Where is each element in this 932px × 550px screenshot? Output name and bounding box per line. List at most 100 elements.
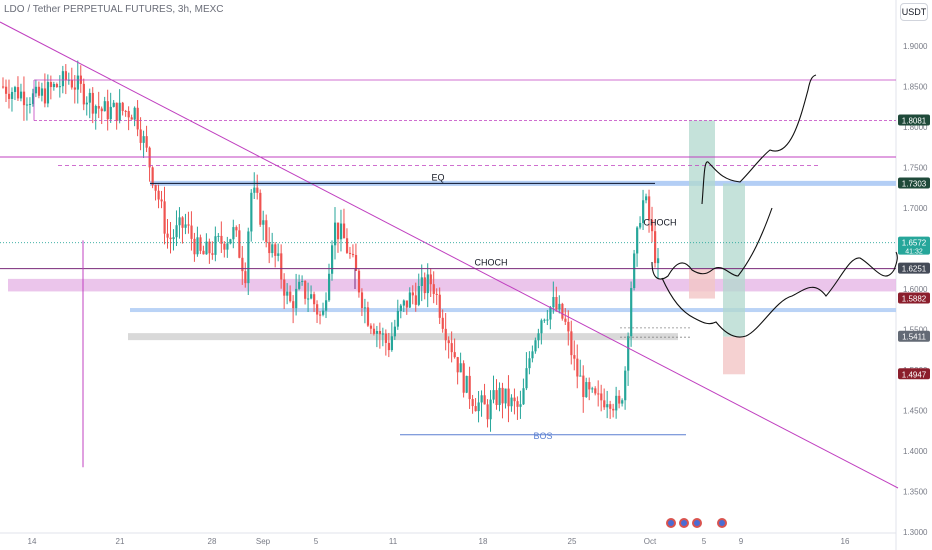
candle-body <box>333 222 337 246</box>
candle-body <box>61 71 65 87</box>
candle-body <box>402 300 405 306</box>
candle-body <box>289 291 292 302</box>
price-label-box <box>898 262 930 274</box>
short-target-box <box>723 183 745 337</box>
candle-body <box>504 388 507 404</box>
candle-body <box>450 343 453 353</box>
candle-body <box>112 102 115 107</box>
candle-body <box>561 303 564 319</box>
x-tick-label: 5 <box>314 537 319 546</box>
countdown-label: 41:32 <box>905 249 923 256</box>
gray-zone <box>128 333 678 341</box>
candle-body <box>205 241 208 255</box>
candle-body <box>133 107 136 120</box>
candle-body <box>97 105 100 109</box>
candle-body <box>2 86 5 88</box>
event-flag-icon[interactable] <box>666 518 727 528</box>
price-label-box <box>898 177 930 189</box>
candle-body <box>73 87 76 90</box>
candle-body <box>582 375 585 398</box>
candle-body <box>313 294 316 305</box>
candle-body <box>441 317 444 329</box>
candle-body <box>624 370 627 401</box>
candle-body <box>639 223 642 228</box>
candle-body <box>594 388 597 394</box>
candle-body <box>558 303 561 310</box>
candle-body <box>262 220 265 225</box>
y-tick-label: 1.8000 <box>903 123 928 132</box>
candle-body <box>372 328 376 334</box>
candle-body <box>58 86 62 88</box>
candle-body <box>46 82 50 104</box>
candle-body <box>567 321 570 332</box>
candle-body <box>331 245 334 274</box>
candle-body <box>378 330 382 335</box>
candle-body <box>516 401 519 407</box>
candle-body <box>345 238 349 253</box>
candle-body <box>600 393 603 401</box>
candle-body <box>160 199 163 202</box>
candle-body <box>37 86 41 96</box>
candle-body <box>336 222 340 240</box>
y-tick-label: 1.9000 <box>903 42 928 51</box>
candle-body <box>339 223 343 240</box>
candle-body <box>151 167 154 186</box>
candle-body <box>438 294 441 318</box>
candle-body <box>369 325 373 329</box>
candle-body <box>52 84 56 88</box>
candle-body <box>495 390 498 405</box>
candle-body <box>130 117 133 120</box>
candle-body <box>525 368 528 389</box>
candle-body <box>211 253 214 255</box>
price-label-box <box>898 368 930 380</box>
candle-body <box>187 224 190 226</box>
candle-body <box>528 358 531 369</box>
candle-body <box>375 330 379 334</box>
y-tick-label: 1.4000 <box>903 447 928 456</box>
candle-body <box>31 93 35 104</box>
candle-body <box>304 280 307 299</box>
candle-body <box>363 307 367 309</box>
y-tick-label: 1.6000 <box>903 285 928 294</box>
candle-body <box>109 106 112 120</box>
x-tick-label: 21 <box>116 537 125 546</box>
y-tick-label: 1.7000 <box>903 204 928 213</box>
candle-body <box>636 227 639 254</box>
candle-body <box>106 101 109 120</box>
candle-body <box>298 281 301 289</box>
candle-body <box>55 84 59 88</box>
candle-body <box>618 395 621 404</box>
currency-button[interactable]: USDT <box>900 3 928 21</box>
price-label-box <box>898 292 930 304</box>
y-tick-label: 1.8500 <box>903 83 928 92</box>
candle-body <box>351 253 355 256</box>
candle-body <box>405 300 408 308</box>
price-label-box <box>898 330 930 342</box>
eq-label: EQ <box>431 172 444 182</box>
candle-body <box>196 237 199 255</box>
candle-body <box>591 388 594 390</box>
candle-body <box>208 241 211 254</box>
y-tick-label: 1.3500 <box>903 488 928 497</box>
bos-label: BOS <box>533 431 552 441</box>
candle-body <box>184 224 187 228</box>
candle-body <box>654 231 657 264</box>
candle-body <box>166 233 169 238</box>
candle-body <box>606 404 609 408</box>
candle-body <box>115 102 118 121</box>
candle-body <box>621 400 624 404</box>
candle-body <box>202 250 205 255</box>
projection-path-bearish <box>661 251 898 338</box>
candle-body <box>390 336 394 351</box>
candle-body <box>645 196 648 201</box>
price-label: 1.4947 <box>902 370 927 379</box>
candle-body <box>148 147 151 168</box>
candle-body <box>280 253 283 280</box>
candle-body <box>633 253 636 289</box>
candle-body <box>328 273 331 301</box>
short-stop-box <box>723 336 745 375</box>
price-label-box <box>898 236 930 255</box>
candle-body <box>612 408 615 411</box>
candle-body <box>444 328 447 341</box>
